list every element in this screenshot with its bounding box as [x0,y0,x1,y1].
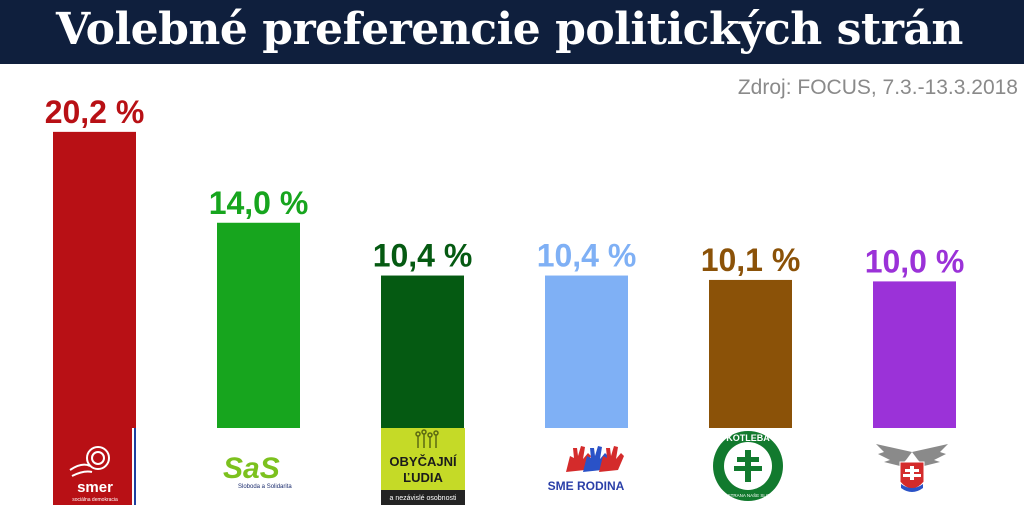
logo-olano: OBYČAJNÍ ĽUDIA a nezávislé osobnosti [381,428,465,505]
logo-sns [876,444,948,492]
title-bar: Volebné preferencie politických strán [0,0,1024,64]
olano-logo-line2: ĽUDIA [403,470,443,485]
source-note: Zdroj: FOCUS, 7.3.-13.3.2018 [737,76,1018,99]
value-label-3: 10,4 % [373,238,473,274]
people-icon [415,429,439,448]
bar-3 [381,275,464,428]
value-label-4: 10,4 % [537,238,637,274]
kotleba-logo-name: KOTLEBA [726,433,770,443]
bar-5 [709,279,792,428]
bar-1 [53,131,136,429]
value-label-6: 10,0 % [865,243,965,279]
double-cross-icon [734,450,762,482]
logo-sme-rodina: SME RODINA [548,446,625,493]
hands-icon [566,446,624,472]
olano-logo-line1: OBYČAJNÍ [389,454,457,469]
logo-sas: SaS Sloboda a Solidarita [223,452,292,490]
sas-logo-name: SaS [223,452,280,485]
bar-4 [545,275,628,428]
page-title: Volebné preferencie politických strán [56,4,963,55]
rose-icon [69,446,110,477]
value-label-5: 10,1 % [701,242,801,278]
smer-logo-name: smer [77,479,113,496]
bar-2 [217,222,300,428]
logo-smer: smer sociálna demokracia [53,428,136,505]
sme-rodina-logo-name: SME RODINA [548,479,625,493]
logo-kotleba: KOTLEBA ĽUDOVÁ STRANA NAŠE SLOVENSKO [708,431,789,501]
olano-logo-tagline: a nezávislé osobnosti [390,495,457,502]
bar-6 [873,281,956,428]
sas-logo-tagline: Sloboda a Solidarita [238,484,292,490]
kotleba-logo-ring-text: ĽUDOVÁ STRANA NAŠE SLOVENSKO [708,492,789,498]
value-label-1: 20,2 % [45,94,145,130]
eagle-emblem-icon [876,444,948,492]
value-label-2: 14,0 % [209,185,309,221]
smer-logo-tagline: sociálna demokracia [72,497,118,503]
